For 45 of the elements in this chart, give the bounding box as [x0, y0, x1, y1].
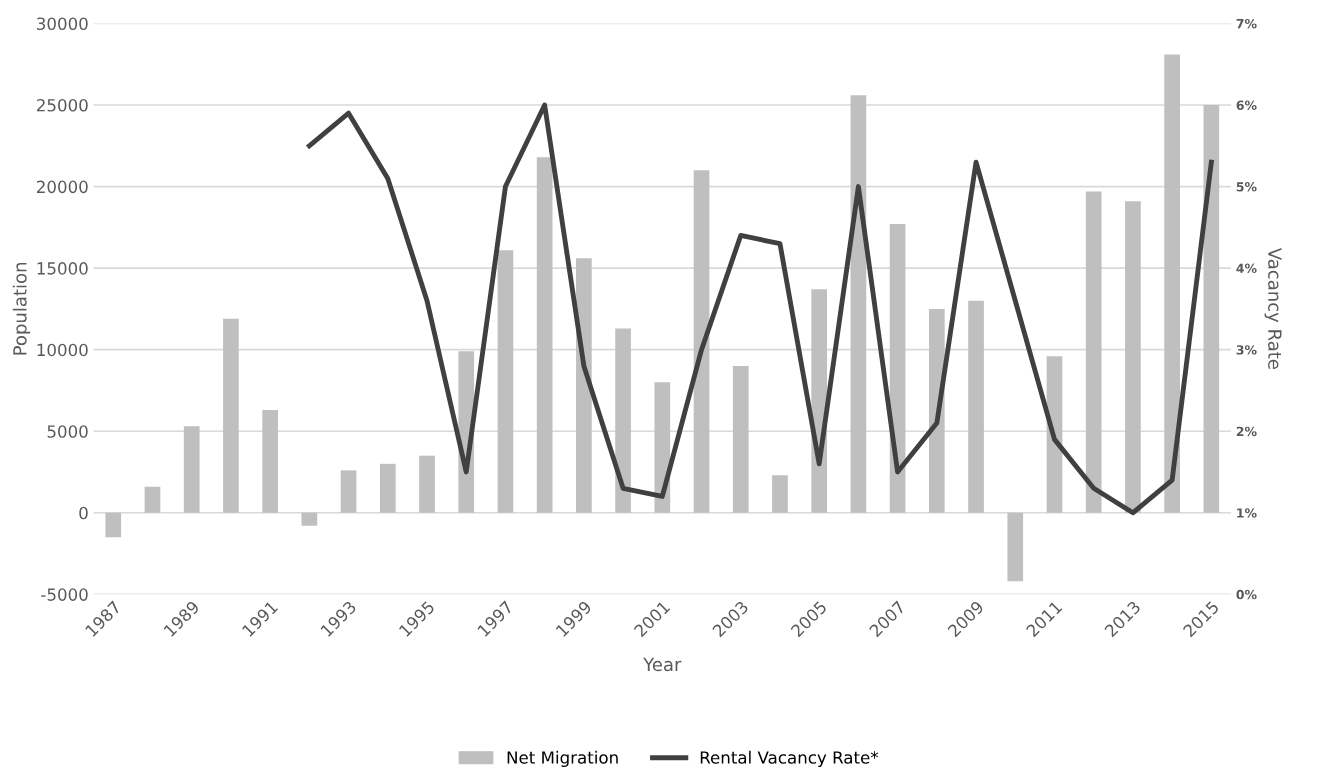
bar — [223, 318, 239, 513]
bar — [732, 365, 749, 513]
y2-axis-title: Vacancy Rate — [1264, 247, 1282, 370]
bar — [1164, 54, 1180, 513]
x-axis-title: Year — [643, 657, 682, 672]
bar — [340, 470, 357, 513]
bar — [615, 328, 631, 513]
bar — [536, 157, 553, 513]
bar — [419, 455, 435, 513]
y2-tick-label: 1% — [1237, 508, 1257, 518]
bar — [1125, 201, 1141, 513]
bar — [772, 475, 788, 513]
bar — [968, 300, 984, 513]
y2-tick-label: 6% — [1236, 100, 1257, 110]
y-tick-label: 5000 — [47, 425, 88, 438]
bar — [379, 463, 396, 513]
bar — [693, 170, 710, 513]
legend-label: Rental Vacancy Rate* — [700, 750, 879, 767]
y-tick-label: 30000 — [37, 17, 88, 31]
y-tick-label: 25000 — [37, 98, 88, 112]
bar — [497, 250, 514, 513]
y2-tick-label: 7% — [1236, 18, 1257, 29]
y2-tick-label: 2% — [1236, 426, 1257, 437]
legend-label: Net Migration — [507, 750, 618, 767]
bar — [183, 426, 200, 513]
y-axis-title: Population — [12, 263, 31, 355]
y2-tick-label: 3% — [1236, 345, 1257, 355]
y-tick-label: -5000 — [41, 588, 88, 601]
bar — [576, 258, 592, 513]
y2-tick-label: 4% — [1236, 263, 1257, 274]
bar — [262, 410, 278, 513]
bar — [1007, 512, 1024, 582]
bar — [1203, 105, 1220, 513]
bar — [654, 382, 671, 513]
y-tick-label: 10000 — [37, 343, 88, 357]
y2-tick-label: 5% — [1236, 182, 1257, 192]
line-series — [306, 102, 1214, 516]
y2-tick-label: 0% — [1236, 589, 1257, 600]
bar — [144, 486, 161, 513]
bar — [1085, 191, 1102, 513]
y-tick-label: 0 — [79, 506, 88, 520]
bar — [301, 512, 318, 526]
bar — [105, 512, 122, 538]
y-tick-label: 15000 — [37, 262, 88, 275]
y-tick-label: 20000 — [37, 180, 88, 194]
